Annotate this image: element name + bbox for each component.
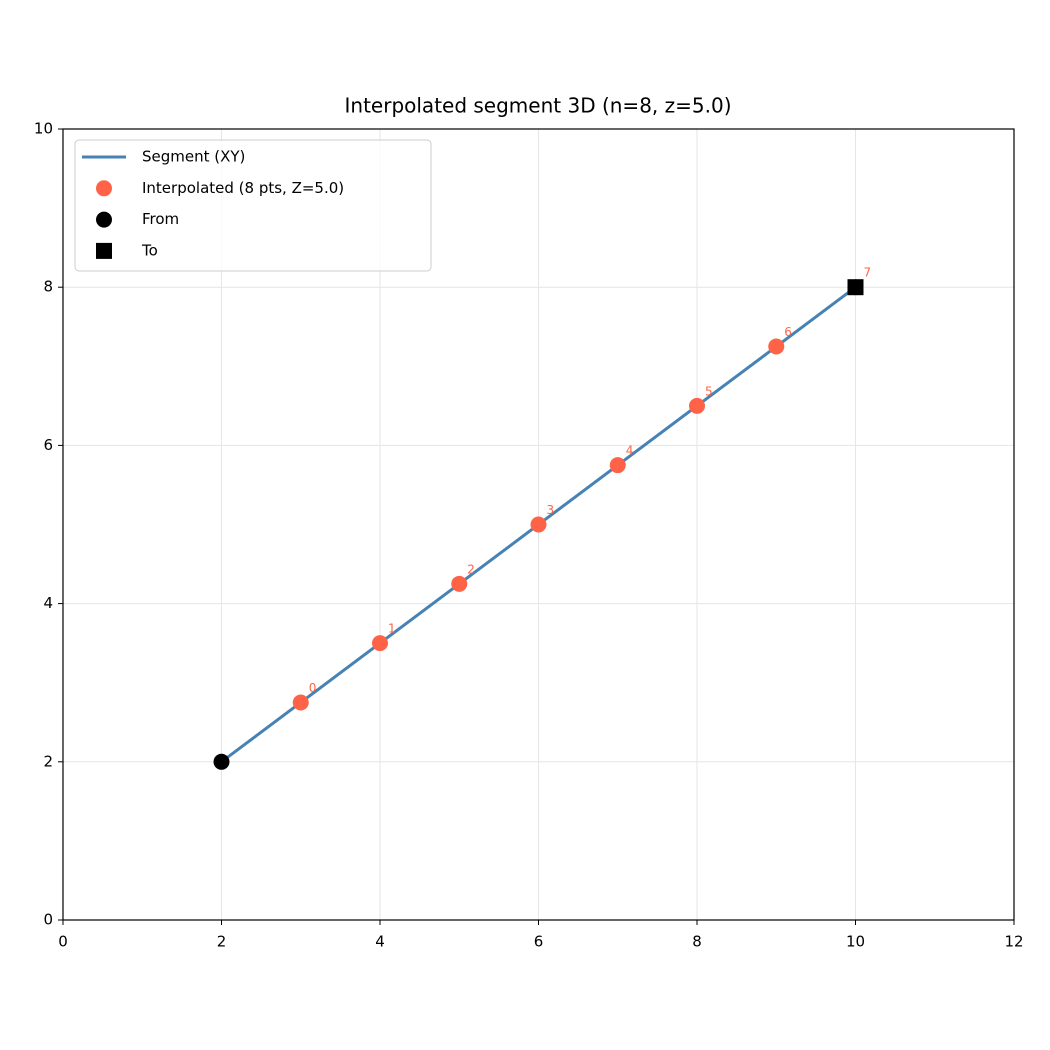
legend-label: From bbox=[142, 210, 179, 228]
y-tick-label: 10 bbox=[34, 120, 53, 138]
x-tick-label: 0 bbox=[58, 933, 68, 951]
point bbox=[609, 457, 626, 474]
chart-title: Interpolated segment 3D (n=8, z=5.0) bbox=[345, 94, 732, 118]
point-label: 5 bbox=[705, 384, 713, 398]
y-tick-label: 2 bbox=[43, 752, 53, 770]
y-tick-label: 4 bbox=[43, 594, 53, 612]
point bbox=[292, 694, 309, 711]
point-label: 1 bbox=[388, 622, 396, 636]
legend-marker bbox=[96, 242, 112, 259]
point bbox=[372, 635, 388, 652]
y-tick-label: 6 bbox=[43, 436, 53, 454]
legend-label: Segment (XY) bbox=[142, 148, 245, 166]
legend-marker bbox=[96, 180, 112, 197]
legend-label: To bbox=[141, 241, 158, 259]
point bbox=[847, 279, 864, 296]
point bbox=[213, 753, 230, 770]
x-tick-label: 10 bbox=[846, 933, 865, 951]
point-label: 0 bbox=[309, 681, 317, 695]
point-label: 3 bbox=[547, 503, 555, 517]
x-tick-label: 8 bbox=[692, 933, 702, 951]
point-label: 2 bbox=[467, 562, 475, 576]
point-label: 4 bbox=[626, 444, 634, 458]
legend-marker bbox=[96, 211, 112, 228]
y-tick-label: 0 bbox=[43, 911, 53, 929]
x-tick-label: 4 bbox=[375, 933, 385, 951]
point-label: 6 bbox=[784, 325, 792, 339]
x-tick-label: 6 bbox=[534, 933, 544, 951]
x-tick-label: 2 bbox=[217, 933, 227, 951]
point-label: 7 bbox=[864, 266, 872, 280]
point bbox=[689, 397, 705, 414]
y-tick-label: 8 bbox=[43, 278, 53, 296]
point bbox=[530, 516, 547, 533]
legend: Segment (XY) Interpolated (8 pts, Z=5.0) F… bbox=[74, 139, 432, 272]
legend-box bbox=[74, 139, 432, 272]
legend-label: Interpolated (8 pts, Z=5.0) bbox=[142, 179, 344, 197]
point bbox=[451, 575, 468, 592]
plot-frame bbox=[62, 128, 1015, 921]
x-tick-label: 12 bbox=[1004, 933, 1023, 951]
point bbox=[768, 338, 785, 355]
